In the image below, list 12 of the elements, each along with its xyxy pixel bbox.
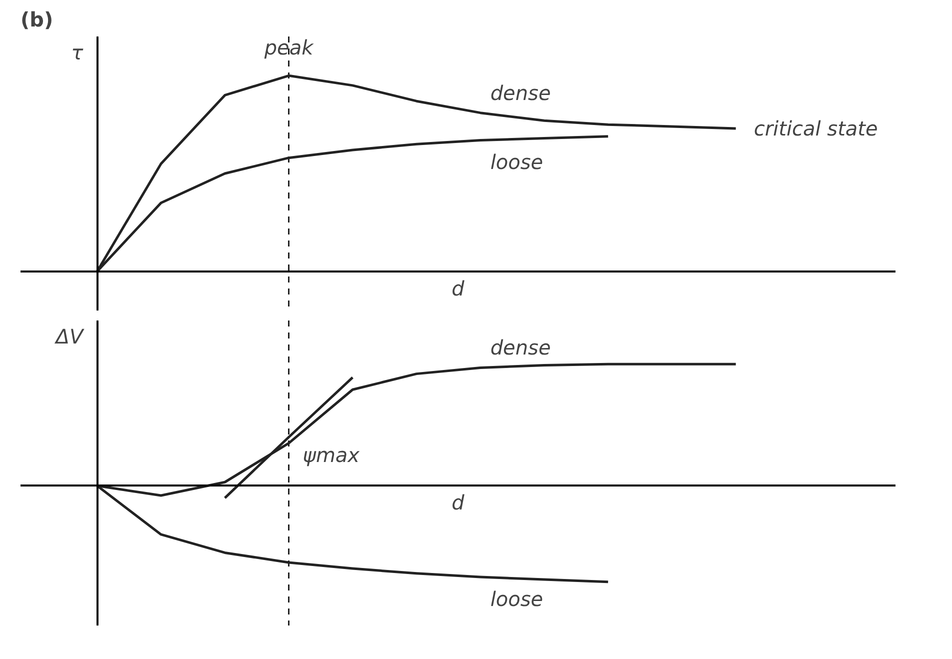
x-axis-title: d — [452, 490, 465, 514]
text: peak — [263, 36, 315, 60]
series-label: loose — [490, 150, 544, 174]
series-label: dense — [490, 336, 551, 360]
y-axis-title: ΔV — [54, 324, 84, 348]
y-axis-title: τ — [71, 40, 84, 64]
x-axis-title: d — [452, 276, 465, 300]
chart-title: (b) — [20, 8, 54, 32]
series-label: dense — [490, 80, 551, 105]
annotation: ψmax — [302, 443, 360, 468]
annotation: critical state — [754, 116, 878, 140]
series-label: loose — [490, 587, 544, 612]
